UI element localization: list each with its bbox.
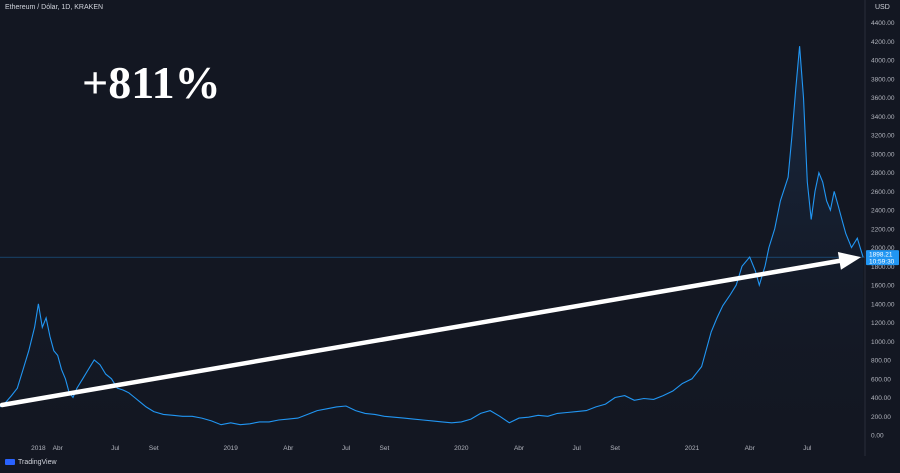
growth-arrow-head xyxy=(837,252,862,270)
x-tick-label: 2021 xyxy=(685,445,700,452)
symbol-title[interactable]: Ethereum / Dólar, 1D, KRAKEN xyxy=(5,4,104,11)
y-tick-label: 400.00 xyxy=(871,395,891,402)
y-tick-label: 1200.00 xyxy=(871,320,895,327)
x-tick-label: Set xyxy=(380,445,390,452)
x-tick-label: Abr xyxy=(514,445,525,452)
x-tick-label: 2019 xyxy=(223,445,238,452)
tradingview-icon xyxy=(5,459,15,466)
tradingview-brand: TradingView xyxy=(18,459,57,466)
y-tick-label: 4200.00 xyxy=(871,39,895,46)
y-tick-label: 3600.00 xyxy=(871,95,895,102)
growth-arrow-shaft xyxy=(0,258,842,408)
y-tick-label: 1000.00 xyxy=(871,339,895,346)
x-tick-label: Set xyxy=(610,445,620,452)
y-tick-label: 1800.00 xyxy=(871,264,895,271)
y-tick-label: 200.00 xyxy=(871,414,891,421)
currency-label[interactable]: USD xyxy=(875,4,890,11)
x-tick-label: 2018 xyxy=(31,445,46,452)
y-tick-label: 1400.00 xyxy=(871,301,895,308)
y-tick-label: 3800.00 xyxy=(871,77,895,84)
y-tick-label: 2400.00 xyxy=(871,208,895,215)
y-tick-label: 2800.00 xyxy=(871,170,895,177)
x-tick-label: Abr xyxy=(745,445,756,452)
y-tick-label: 4400.00 xyxy=(871,20,895,27)
y-tick-label: 3000.00 xyxy=(871,151,895,158)
footer-bar xyxy=(0,456,900,473)
y-tick-label: 3400.00 xyxy=(871,114,895,121)
x-tick-label: Jul xyxy=(803,445,812,452)
x-tick-label: 2020 xyxy=(454,445,469,452)
current-price-value: 1898.21 xyxy=(869,252,893,259)
x-tick-label: Jul xyxy=(111,445,120,452)
x-tick-label: Set xyxy=(149,445,159,452)
x-tick-label: Jul xyxy=(573,445,582,452)
x-tick-label: Jul xyxy=(342,445,351,452)
y-tick-label: 2000.00 xyxy=(871,245,895,252)
y-tick-label: 0.00 xyxy=(871,433,884,440)
bar-countdown: 10:59:30 xyxy=(869,259,895,266)
tradingview-logo[interactable]: TradingView xyxy=(5,459,57,466)
y-tick-label: 2600.00 xyxy=(871,189,895,196)
y-tick-label: 800.00 xyxy=(871,358,891,365)
y-tick-label: 1600.00 xyxy=(871,283,895,290)
y-tick-label: 600.00 xyxy=(871,376,891,383)
price-line xyxy=(0,46,864,426)
y-tick-label: 3200.00 xyxy=(871,133,895,140)
current-price-tag xyxy=(866,250,899,266)
y-tick-label: 4000.00 xyxy=(871,58,895,65)
percent-change-label: +811% xyxy=(82,57,221,108)
x-tick-label: Abr xyxy=(53,445,64,452)
y-tick-label: 2200.00 xyxy=(871,226,895,233)
x-tick-label: Abr xyxy=(283,445,294,452)
price-area xyxy=(0,46,864,435)
